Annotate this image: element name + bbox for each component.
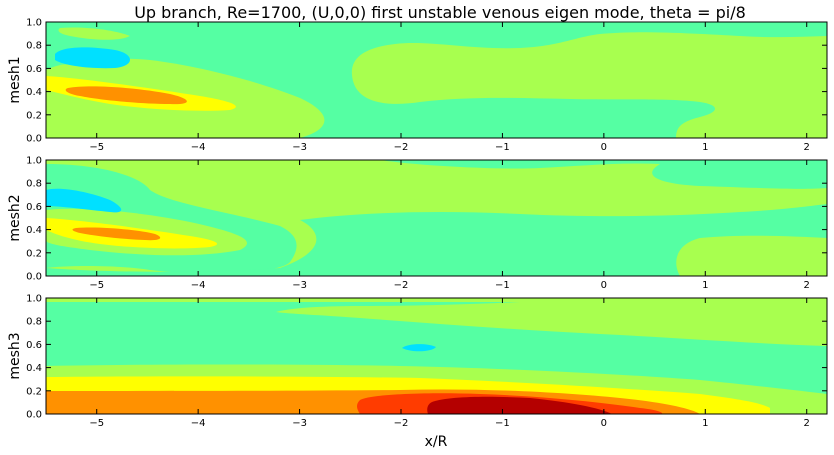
y-tick-label: 0.0 xyxy=(26,272,42,283)
mesh3-y-axis: 0.0 0.2 0.4 0.6 0.8 1.0 xyxy=(26,294,827,421)
x-tick-label: 0 xyxy=(601,280,607,291)
mesh2-ylabel: mesh2 xyxy=(7,194,23,241)
x-tick-label: 2 xyxy=(804,142,810,153)
mesh3-x-axis: −5 −4 −3 −2 −1 0 1 2 xyxy=(89,298,810,429)
x-tick-label: −4 xyxy=(191,280,206,291)
panel-mesh2: −5 −4 −3 −2 −1 0 1 2 0.0 0.2 0.4 0.6 0.8 1.0 mesh2 xyxy=(7,156,828,291)
y-tick-label: 0.2 xyxy=(26,110,42,121)
mesh1-region-blue xyxy=(55,47,130,69)
x-tick-label: 0 xyxy=(601,142,607,153)
y-tick-label: 0.8 xyxy=(26,179,42,190)
x-tick-label: 2 xyxy=(804,418,810,429)
mesh3-ylabel: mesh3 xyxy=(7,332,23,379)
y-tick-label: 0.2 xyxy=(26,248,42,259)
mesh3-region-darkred xyxy=(427,396,612,414)
mesh3-region-green-top xyxy=(46,298,827,346)
y-tick-label: 0.2 xyxy=(26,386,42,397)
y-tick-label: 0.4 xyxy=(26,87,42,98)
x-tick-label: 1 xyxy=(702,142,708,153)
y-tick-label: 0.4 xyxy=(26,363,42,374)
x-tick-label: −5 xyxy=(89,280,104,291)
mesh2-x-axis: −5 −4 −3 −2 −1 0 1 2 xyxy=(89,160,810,291)
mesh3-plot-frame xyxy=(45,297,828,415)
y-tick-label: 0.8 xyxy=(26,41,42,52)
x-tick-label: −2 xyxy=(394,418,409,429)
x-tick-label: 0 xyxy=(601,418,607,429)
x-tick-label: −3 xyxy=(292,142,307,153)
x-tick-label: −5 xyxy=(89,142,104,153)
x-tick-label: −3 xyxy=(292,280,307,291)
x-tick-label: 1 xyxy=(702,280,708,291)
y-tick-label: 0.6 xyxy=(26,202,42,213)
mesh2-plot-frame xyxy=(45,159,828,277)
x-tick-label: −1 xyxy=(495,418,510,429)
x-tick-label: −3 xyxy=(292,418,307,429)
y-tick-label: 0.4 xyxy=(26,225,42,236)
mesh2-region-blue xyxy=(46,188,122,213)
mesh2-y-axis: 0.0 0.2 0.4 0.6 0.8 1.0 xyxy=(26,156,827,283)
mesh3-region-blue xyxy=(402,344,436,352)
mesh1-ylabel: mesh1 xyxy=(7,56,23,103)
panel-mesh3: −5 −4 −3 −2 −1 0 1 2 0.0 0.2 0.4 0.6 0.8 1.0 mesh3 xyxy=(7,294,828,429)
x-tick-label: −4 xyxy=(191,142,206,153)
mesh2-region-orange xyxy=(72,227,161,241)
y-tick-label: 0.6 xyxy=(26,64,42,75)
x-tick-label: 2 xyxy=(804,280,810,291)
y-tick-label: 1.0 xyxy=(26,156,42,167)
x-tick-label: −2 xyxy=(394,280,409,291)
x-tick-label: −1 xyxy=(495,142,510,153)
x-axis-label: x/R xyxy=(425,434,448,450)
x-tick-label: −5 xyxy=(89,418,104,429)
y-tick-label: 0.8 xyxy=(26,317,42,328)
y-tick-label: 1.0 xyxy=(26,18,42,29)
y-tick-label: 0.0 xyxy=(26,410,42,421)
x-tick-label: −2 xyxy=(394,142,409,153)
x-tick-label: −1 xyxy=(495,280,510,291)
mesh1-plot-frame xyxy=(45,21,828,139)
y-tick-label: 0.6 xyxy=(26,340,42,351)
x-tick-label: −4 xyxy=(191,418,206,429)
mesh2-region-cyan-band xyxy=(46,204,827,276)
y-tick-label: 0.0 xyxy=(26,134,42,145)
y-tick-label: 1.0 xyxy=(26,294,42,305)
panel-mesh1: −5 −4 −3 −2 −1 0 1 2 0.0 0.2 0.4 0.6 0.8 1.0 mesh1 xyxy=(7,18,828,153)
mesh1-region-green-top xyxy=(58,27,130,40)
x-tick-label: 1 xyxy=(702,418,708,429)
mesh1-x-axis: −5 −4 −3 −2 −1 0 1 2 xyxy=(89,22,810,153)
mesh1-region-orange xyxy=(65,86,187,105)
figure-title: Up branch, Re=1700, (U,0,0) first unstab… xyxy=(134,3,746,22)
mesh2-region-cyan-top xyxy=(46,160,827,189)
mesh1-y-axis: 0.0 0.2 0.4 0.6 0.8 1.0 xyxy=(26,18,827,145)
